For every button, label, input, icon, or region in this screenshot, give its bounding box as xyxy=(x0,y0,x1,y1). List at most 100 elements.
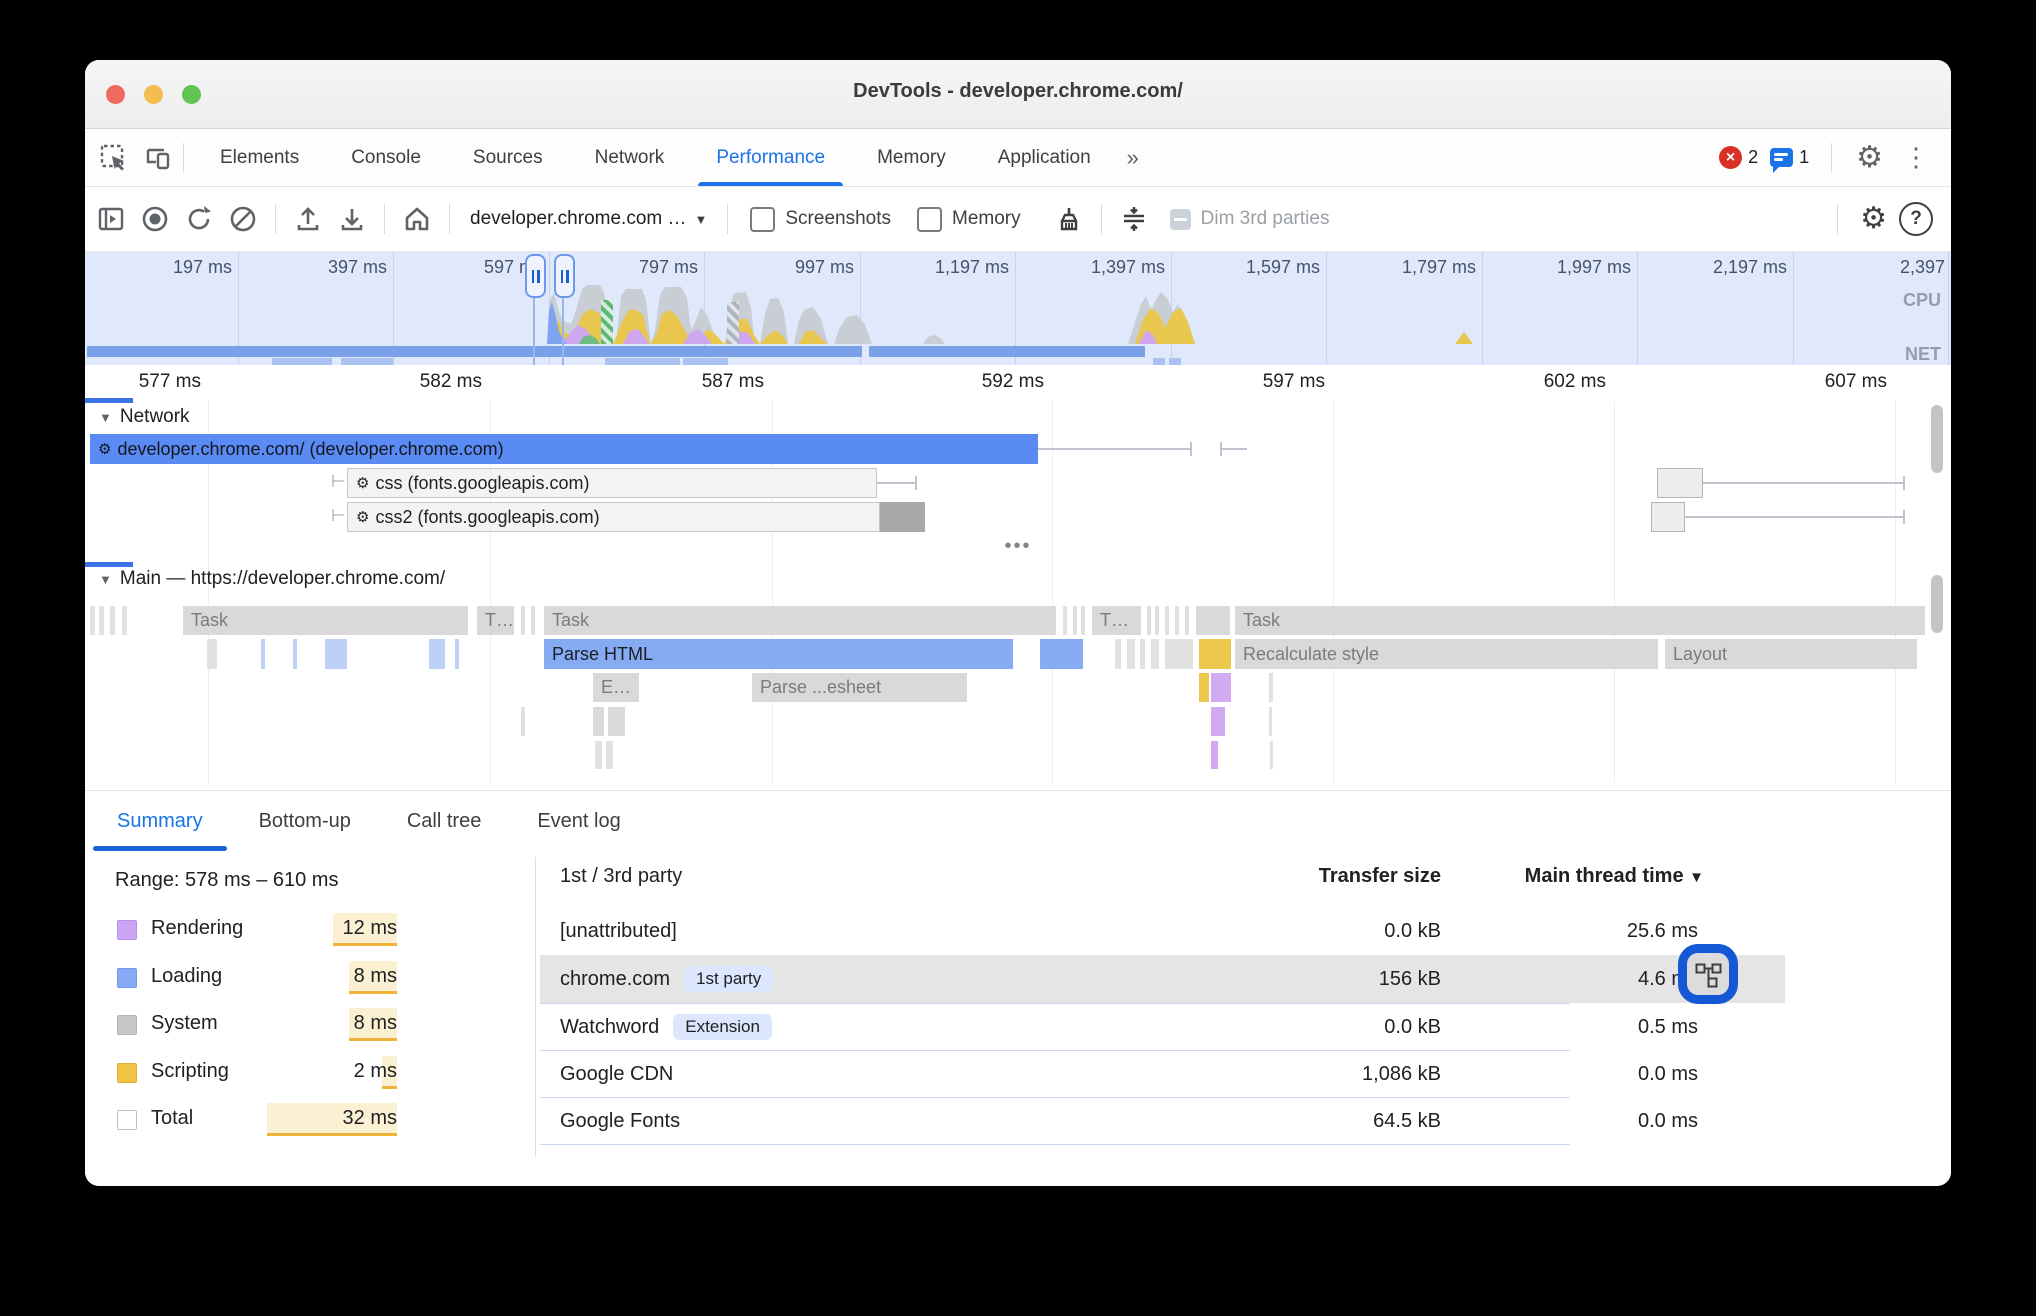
tab-call-tree[interactable]: Call tree xyxy=(379,791,509,851)
parse-stylesheet-bar[interactable]: Parse ...esheet xyxy=(752,673,967,702)
task-bar[interactable]: T… xyxy=(1092,606,1141,635)
network-request-row[interactable]: ⊢ ⚙ css (fonts.googleapis.com) xyxy=(85,468,1945,498)
task-bar[interactable]: Task xyxy=(183,606,468,635)
overview-tick: 797 ms xyxy=(638,257,698,277)
column-header-transfer[interactable]: Transfer size xyxy=(1318,865,1441,887)
memory-checkbox-row[interactable]: Memory xyxy=(917,206,1021,232)
row-time: 4.6 ms xyxy=(1637,967,1698,990)
selection-right-handle[interactable] xyxy=(554,254,575,298)
table-row[interactable]: Google Fonts 64.5 kB 0.0 ms xyxy=(540,1097,1785,1144)
task-bar[interactable] xyxy=(1196,606,1230,635)
render-bar[interactable] xyxy=(1211,741,1218,769)
kebab-menu-icon[interactable]: ⋮ xyxy=(1903,142,1929,172)
device-toolbar-icon[interactable] xyxy=(143,143,173,173)
collapse-tracks-icon[interactable] xyxy=(1112,199,1156,239)
screenshots-checkbox[interactable] xyxy=(750,206,776,232)
parse-html-bar[interactable]: Parse HTML xyxy=(544,639,1013,669)
minimize-window-button[interactable] xyxy=(144,85,163,104)
script-bar[interactable] xyxy=(1199,673,1209,702)
flame-row[interactable] xyxy=(85,741,1945,769)
legend-label: Scripting xyxy=(151,1060,229,1082)
more-tabs-icon[interactable]: » xyxy=(1126,144,1139,170)
task-bar[interactable]: Task xyxy=(544,606,1056,635)
tab-performance[interactable]: Performance xyxy=(690,129,851,186)
network-request-row[interactable]: ⚙ developer.chrome.com/ (developer.chrom… xyxy=(85,434,1945,464)
screenshots-checkbox-row[interactable]: Screenshots xyxy=(750,206,891,232)
network-request-late[interactable] xyxy=(1651,502,1685,532)
flame-row[interactable] xyxy=(85,707,1945,736)
evaluate-bar[interactable]: E… xyxy=(593,673,639,702)
table-row[interactable]: Google CDN 1,086 kB 0.0 ms xyxy=(540,1050,1785,1097)
tab-bottom-up[interactable]: Bottom-up xyxy=(231,791,379,851)
flame-row[interactable]: Parse HTML Recalculate style Layout xyxy=(85,639,1945,669)
tab-memory[interactable]: Memory xyxy=(851,129,972,186)
tab-label: Performance xyxy=(716,146,826,168)
main-track-header[interactable]: ▼ Main — https://developer.chrome.com/ xyxy=(99,568,445,590)
script-bar[interactable] xyxy=(1199,639,1231,669)
toggle-sidebar-icon[interactable] xyxy=(89,199,133,239)
network-scrollbar[interactable] xyxy=(1931,405,1943,473)
layout-bar[interactable]: Layout xyxy=(1665,639,1917,669)
memory-checkbox[interactable] xyxy=(917,206,942,232)
column-header-party[interactable]: 1st / 3rd party xyxy=(560,865,683,887)
tab-console[interactable]: Console xyxy=(325,129,447,186)
column-header-time[interactable]: Main thread time ▼ xyxy=(1524,865,1704,887)
task-bar[interactable]: Task xyxy=(1235,606,1925,635)
timeline-overview[interactable]: 197 ms 397 ms 597 ms 797 ms 997 ms 1,197… xyxy=(85,252,1951,365)
tab-sources[interactable]: Sources xyxy=(447,129,569,186)
settings-gear-icon[interactable]: ⚙ xyxy=(1856,140,1883,174)
tab-application[interactable]: Application xyxy=(972,129,1117,186)
tab-network[interactable]: Network xyxy=(569,129,691,186)
close-window-button[interactable] xyxy=(106,85,125,104)
task-child-bar[interactable] xyxy=(593,707,604,736)
help-icon[interactable]: ? xyxy=(1899,202,1933,236)
zoom-window-button[interactable] xyxy=(182,85,201,104)
chevron-down-icon: ▼ xyxy=(99,571,112,587)
flame-row[interactable]: E… Parse ...esheet xyxy=(85,673,1945,702)
home-icon[interactable] xyxy=(395,199,439,239)
table-row[interactable]: [unattributed] 0.0 kB 25.6 ms xyxy=(540,907,1785,955)
error-count-icon[interactable]: × xyxy=(1719,146,1743,169)
task-label: T… xyxy=(1100,610,1129,630)
tab-summary[interactable]: Summary xyxy=(89,791,231,851)
task-bar[interactable]: T… xyxy=(477,606,514,635)
message-count: 1 xyxy=(1799,147,1810,167)
task-child-bar[interactable] xyxy=(608,707,625,736)
tab-elements[interactable]: Elements xyxy=(194,129,325,186)
render-bar[interactable] xyxy=(1211,707,1225,736)
recalculate-style-bar[interactable]: Recalculate style xyxy=(1235,639,1658,669)
network-request-row[interactable]: ⊢ ⚙ css2 (fonts.googleapis.com) xyxy=(85,502,1945,532)
parse-stylesheet-label: Parse ...esheet xyxy=(760,677,882,697)
third-party-tree-button-highlight[interactable] xyxy=(1678,944,1738,1004)
flame-row[interactable]: Task T… Task T… Task xyxy=(85,606,1945,635)
timeline-detail[interactable]: 577 ms 582 ms 587 ms 592 ms 597 ms 602 m… xyxy=(85,365,1951,790)
divider xyxy=(384,204,385,234)
main-scrollbar[interactable] xyxy=(1931,575,1943,633)
network-track-header[interactable]: ▼ Network xyxy=(99,406,190,428)
network-request-css[interactable]: ⚙ css (fonts.googleapis.com) xyxy=(347,468,877,498)
row-transfer: 0.0 kB xyxy=(1384,1015,1441,1038)
upload-profile-icon[interactable] xyxy=(286,199,330,239)
clear-button[interactable] xyxy=(221,199,265,239)
console-message-icon[interactable] xyxy=(1770,148,1794,173)
network-request-late[interactable] xyxy=(1657,468,1703,498)
main-track-title: Main — https://developer.chrome.com/ xyxy=(119,568,446,589)
network-request-main-doc[interactable]: ⚙ developer.chrome.com/ (developer.chrom… xyxy=(90,434,1038,464)
parse-html-bar[interactable] xyxy=(1040,639,1083,669)
selection-left-handle[interactable] xyxy=(525,254,546,298)
network-request-css2[interactable]: ⚙ css2 (fonts.googleapis.com) xyxy=(347,502,880,532)
collect-garbage-icon[interactable] xyxy=(1047,199,1091,239)
inspect-element-icon[interactable] xyxy=(99,143,129,173)
table-row[interactable]: Watchword Extension 0.0 kB 0.5 ms xyxy=(540,1003,1785,1050)
record-button[interactable] xyxy=(133,199,177,239)
history-select[interactable]: developer.chrome.com … ▼ xyxy=(470,208,707,230)
render-bar[interactable] xyxy=(1211,673,1231,702)
splitter-handle[interactable]: ••• xyxy=(1004,535,1032,557)
record-and-reload-button[interactable] xyxy=(177,199,221,239)
chevron-down-icon: ▼ xyxy=(694,211,708,227)
table-row-selected[interactable]: chrome.com 1st party 156 kB 4.6 ms xyxy=(540,955,1785,1003)
download-profile-icon[interactable] xyxy=(330,199,374,239)
legend-value: 12 ms xyxy=(342,917,397,939)
capture-settings-gear-icon[interactable]: ⚙ xyxy=(1860,202,1887,235)
tab-event-log[interactable]: Event log xyxy=(509,791,648,851)
